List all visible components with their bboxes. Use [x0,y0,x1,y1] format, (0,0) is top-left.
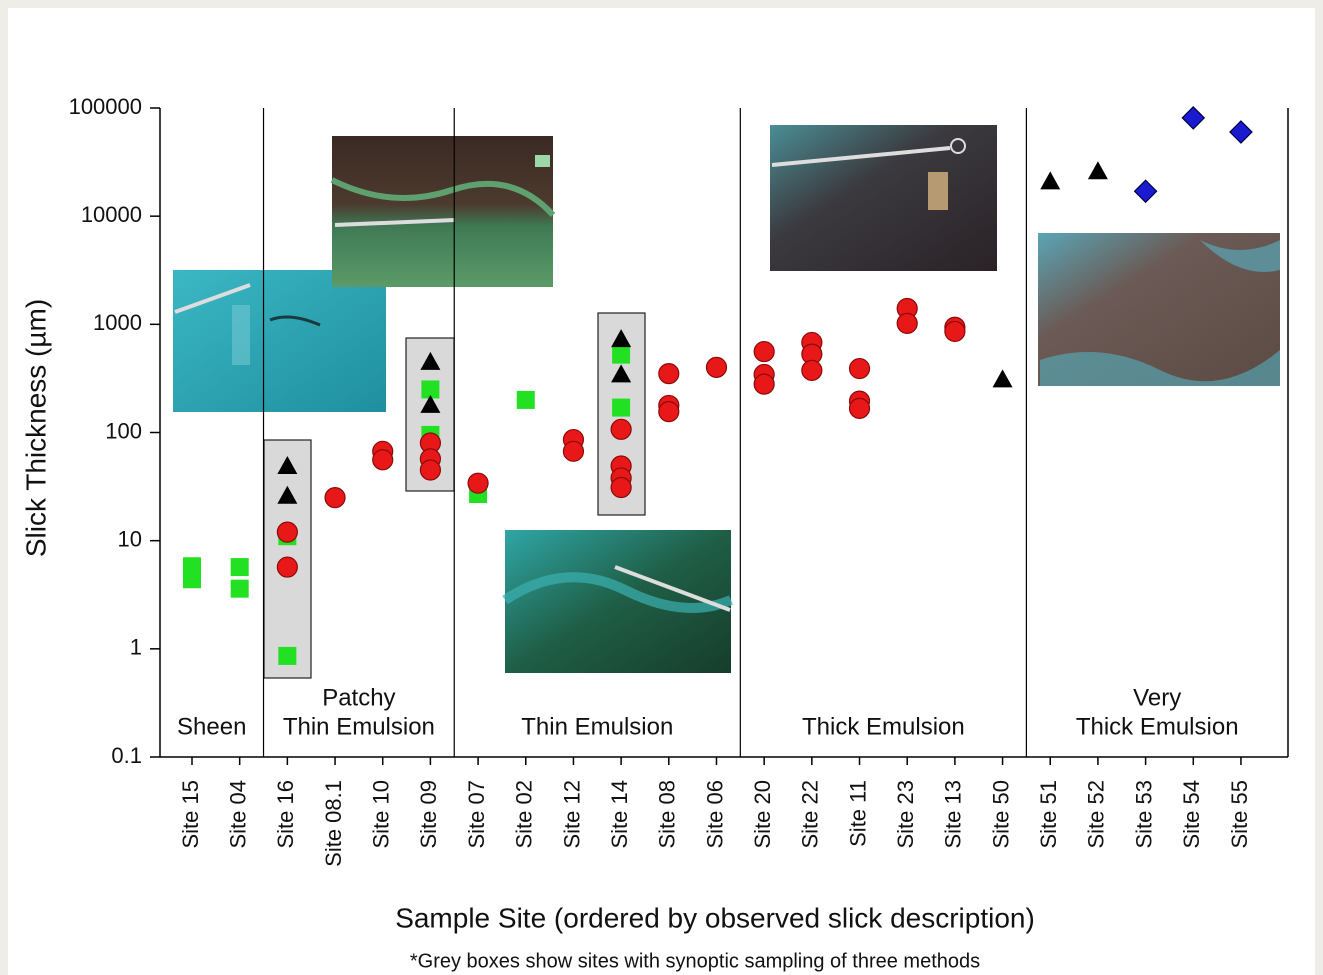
y-tick-label: 0.1 [111,743,142,768]
square-point [612,346,630,364]
diamond-point [1230,121,1252,143]
triangle-point [1040,171,1060,189]
y-tick-label: 1 [130,635,142,660]
x-tick-label: Site 04 [225,780,250,849]
region-label: Patchy [322,684,395,711]
x-tick-label: Site 10 [369,780,394,849]
photo-thick [770,125,997,271]
footnote: *Grey boxes show sites with synoptic sam… [410,950,980,972]
circle-point [468,473,488,493]
circle-point [754,342,774,362]
circle-point [659,364,679,384]
circle-point [611,419,631,439]
x-tick-label: Site 09 [416,780,441,849]
square-point [517,391,535,409]
circle-point [897,313,917,333]
circle-point [850,398,870,418]
y-tick-label: 100000 [69,94,142,119]
photo-patchy [332,136,553,287]
circle-point [277,557,297,577]
x-axis-title: Sample Site (ordered by observed slick d… [395,902,1035,933]
x-tick-label: Site 06 [702,780,727,849]
circle-point [611,478,631,498]
x-tick-label: Site 13 [941,780,966,849]
photo-very-thick [1038,233,1280,386]
circle-point [754,374,774,394]
circle-point [420,460,440,480]
x-tick-label: Site 53 [1131,780,1156,849]
x-tick-label: Site 02 [512,780,537,849]
region-label: Thick Emulsion [802,713,965,740]
y-axis-title: Slick Thickness (µm) [20,299,51,557]
triangle-point [993,369,1013,387]
x-tick-label: Site 55 [1227,780,1252,849]
region-label: Thin Emulsion [521,713,673,740]
region-label: Very [1133,684,1181,711]
x-tick-label: Site 11 [845,780,870,847]
y-tick-label: 1000 [93,310,142,335]
square-point [183,570,201,588]
circle-point [802,360,822,380]
circle-point [325,488,345,508]
x-tick-label: Site 20 [750,780,775,849]
x-tick-label: Site 08.1 [321,780,346,867]
x-tick-label: Site 07 [464,780,489,849]
x-tick-label: Site 22 [798,780,823,849]
x-tick-label: Site 14 [607,780,632,849]
circle-point [277,522,297,542]
y-tick-label: 10000 [81,202,142,227]
triangle-point [1088,161,1108,179]
y-tick-label: 100 [105,418,142,443]
x-tick-label: Site 16 [273,780,298,849]
x-tick-label: Site 50 [988,780,1013,849]
region-label: Sheen [177,713,246,740]
square-point [612,399,630,417]
region-label: Thick Emulsion [1076,713,1239,740]
x-tick-label: Site 52 [1084,780,1109,849]
circle-point [659,402,679,422]
x-tick-label: Site 51 [1036,780,1061,849]
photo-sheen [173,270,386,412]
square-point [231,580,249,598]
circle-point [373,450,393,470]
y-tick-label: 10 [118,526,142,551]
square-point [231,558,249,576]
page: Slick Thickness (µm) Sample Site (ordere… [0,0,1323,975]
x-tick-label: Site 54 [1179,780,1204,849]
photo-thin [505,530,731,673]
circle-point [706,357,726,377]
region-label: Thin Emulsion [283,713,435,740]
circle-point [563,441,583,461]
diamond-point [1135,180,1157,202]
circle-point [850,359,870,379]
x-tick-label: Site 12 [559,780,584,849]
chart: Slick Thickness (µm) Sample Site (ordere… [0,0,1323,975]
square-point [278,647,296,665]
circle-point [945,321,965,341]
x-tick-label: Site 08 [655,780,680,849]
diamond-point [1182,107,1204,129]
x-tick-label: Site 23 [893,780,918,849]
x-tick-label: Site 15 [178,780,203,849]
